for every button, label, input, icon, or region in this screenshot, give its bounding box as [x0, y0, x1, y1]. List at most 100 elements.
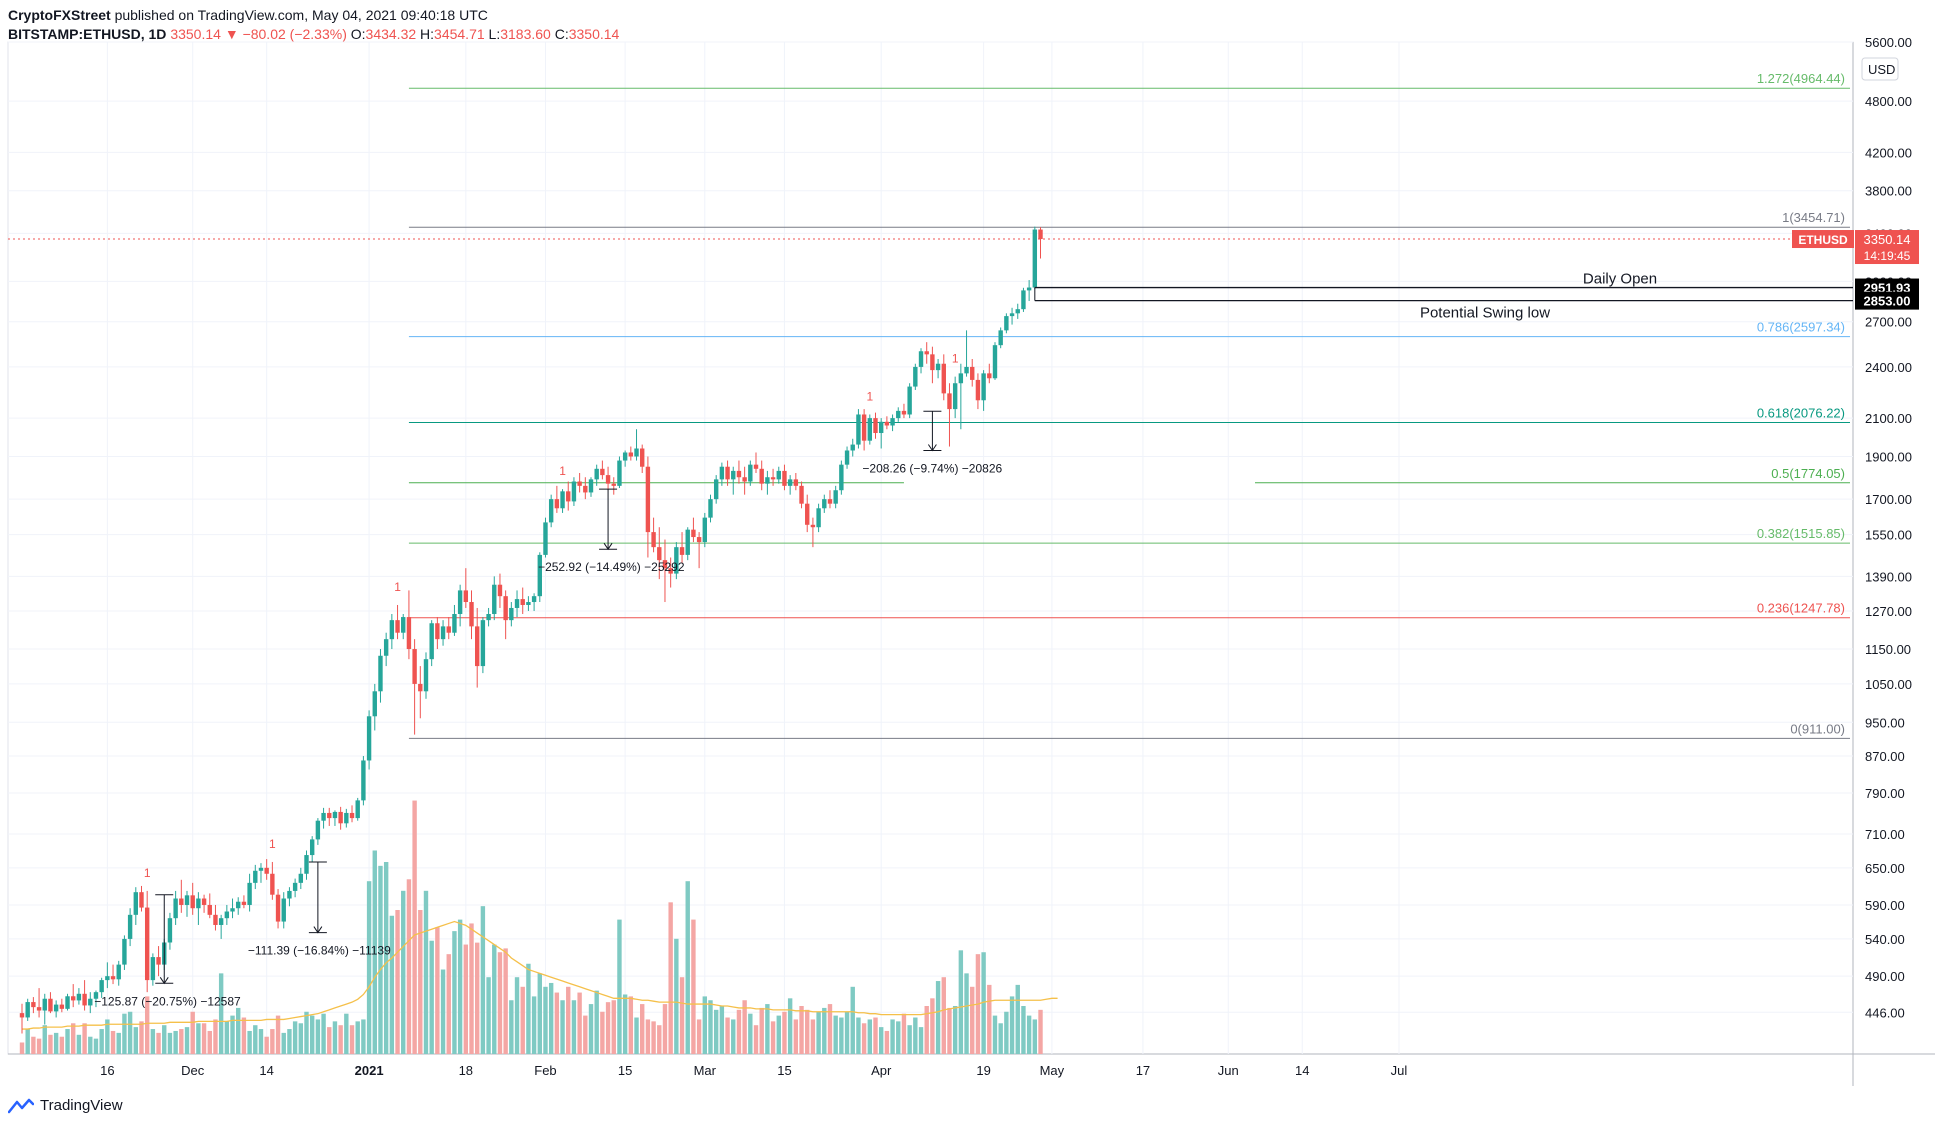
- candle-body: [827, 499, 833, 504]
- candle-body: [190, 895, 195, 909]
- volume-bar: [281, 1032, 286, 1054]
- time-tick-label: Jul: [1391, 1063, 1408, 1078]
- volume-bar: [304, 1011, 309, 1054]
- fib-level-label: 1(3454.71): [1782, 210, 1845, 225]
- candle-body: [93, 992, 99, 999]
- volume-bar: [816, 1011, 821, 1054]
- time-tick-label: 19: [976, 1063, 990, 1078]
- last-price-text: 3350.14: [1864, 232, 1911, 247]
- candle-body: [622, 452, 628, 461]
- volume-bar: [918, 1027, 924, 1054]
- volume-bar: [144, 996, 150, 1054]
- candle-body: [344, 812, 349, 824]
- candle-body: [1032, 229, 1038, 288]
- volume-bar: [31, 1036, 36, 1054]
- candle-body: [412, 649, 417, 684]
- volume-bar: [759, 1007, 764, 1054]
- volume-bar: [366, 881, 372, 1054]
- volume-bar: [446, 954, 451, 1054]
- candle-body: [998, 330, 1003, 346]
- volume-bar: [731, 1019, 736, 1054]
- volume-bar: [378, 865, 383, 1054]
- volume-bar: [298, 1023, 304, 1054]
- candle-body: [25, 1002, 30, 1018]
- candle-body: [133, 892, 138, 915]
- fibonacci-levels: 1.272(4964.44) 1(3454.71) 0.786(2597.34) 0.…: [408, 71, 1850, 739]
- volume-bar: [935, 981, 941, 1054]
- candle-body: [82, 993, 87, 1006]
- volume-bar: [287, 1029, 292, 1054]
- grid-lines: [8, 41, 1853, 1054]
- candle-body: [548, 499, 554, 523]
- volume-bar: [452, 931, 457, 1054]
- volume-bar: [884, 1030, 890, 1054]
- price-tick-label: 1390.00: [1865, 569, 1912, 584]
- candle-body: [218, 918, 224, 925]
- volume-bar: [970, 986, 975, 1054]
- measure-label: −111.39 (−16.84%) −11139: [248, 944, 391, 958]
- candle-body: [816, 508, 821, 528]
- volume-bar: [657, 1025, 662, 1054]
- volume-bar: [554, 992, 560, 1054]
- fib-level-label: 0.382(1515.85): [1757, 526, 1845, 541]
- candle-body: [1004, 316, 1009, 331]
- volume-bar: [184, 1027, 190, 1054]
- volume-bar: [748, 1013, 753, 1054]
- volume-bar: [270, 1029, 275, 1054]
- volume-bar: [247, 1030, 252, 1054]
- candle-body: [571, 481, 577, 502]
- candle-body: [662, 560, 668, 569]
- currency-label: USD: [1868, 62, 1895, 77]
- candle-body: [907, 386, 912, 415]
- volume-bar: [719, 1006, 725, 1054]
- volume-bar: [810, 1019, 816, 1054]
- candle-body: [543, 522, 548, 555]
- candle-body: [583, 485, 588, 493]
- candle-body: [88, 998, 93, 1006]
- volume-bar: [213, 1019, 218, 1054]
- publish-line: CryptoFXStreet published on TradingView.…: [8, 6, 619, 25]
- tradingview-footer[interactable]: TradingView: [8, 1097, 123, 1114]
- volume-bar: [725, 1017, 730, 1054]
- time-tick-label: Apr: [871, 1063, 892, 1078]
- volume-bar: [88, 1036, 93, 1054]
- candle-body: [514, 599, 520, 608]
- candle-body: [725, 466, 730, 480]
- volume-bar: [218, 973, 224, 1054]
- candle-body: [810, 524, 816, 528]
- volume-bar: [668, 902, 673, 1054]
- volume-bar: [981, 952, 986, 1054]
- candle-body: [36, 1007, 42, 1011]
- price-tick-label: 446.00: [1865, 1005, 1905, 1020]
- price-tick-label: 870.00: [1865, 749, 1905, 764]
- volume-bar: [463, 944, 469, 1054]
- volume-bar: [457, 919, 463, 1054]
- volume-bar: [395, 910, 400, 1054]
- volume-bar: [753, 1025, 759, 1054]
- candle-body: [247, 882, 252, 905]
- candle-body: [856, 414, 861, 445]
- volume-bar: [987, 984, 992, 1054]
- candle-body: [736, 470, 742, 478]
- author-name[interactable]: CryptoFXStreet: [8, 7, 111, 23]
- candle-body: [896, 410, 901, 419]
- volume-bar: [25, 1029, 30, 1054]
- volume-bar: [127, 1011, 133, 1054]
- volume-bar: [867, 1019, 873, 1054]
- volume-bar: [793, 1019, 799, 1054]
- candle-body: [446, 626, 451, 633]
- volume-bar: [947, 1007, 952, 1054]
- candle-body: [975, 379, 981, 401]
- candle-body: [577, 481, 582, 486]
- candle-body: [304, 855, 309, 874]
- volume-bar: [133, 1027, 138, 1054]
- volume-bar: [440, 969, 446, 1054]
- volume-bar: [537, 973, 542, 1054]
- candle-body: [76, 993, 82, 1001]
- symbol-title[interactable]: BITSTAMP:ETHUSD, 1D: [8, 26, 167, 42]
- volume-bar: [645, 1019, 651, 1054]
- candle-body: [418, 683, 423, 692]
- candle-body: [884, 421, 890, 426]
- price-tick-label: 1050.00: [1865, 677, 1912, 692]
